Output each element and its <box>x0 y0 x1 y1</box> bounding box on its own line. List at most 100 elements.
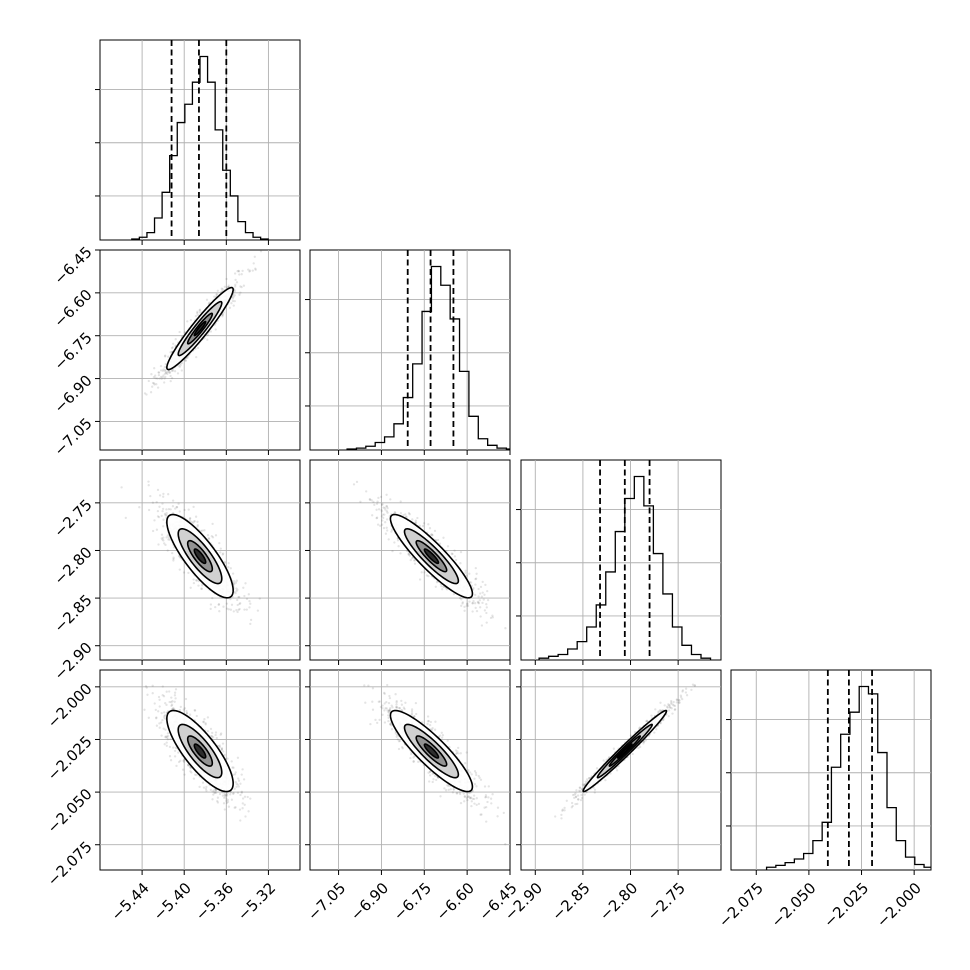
sample-point <box>227 805 231 808</box>
sample-point <box>237 269 240 273</box>
sample-point <box>173 694 177 697</box>
sample-point <box>239 285 242 288</box>
panel-0-0 <box>95 39 301 245</box>
sample-point <box>449 788 452 791</box>
sample-point <box>496 815 499 818</box>
sample-point <box>173 749 177 753</box>
sample-point <box>190 520 193 524</box>
sample-point <box>221 315 224 318</box>
sample-point <box>485 606 488 609</box>
sample-point <box>224 794 227 797</box>
sample-point <box>249 602 252 605</box>
sample-point <box>174 507 177 510</box>
sample-point <box>405 515 408 518</box>
sample-point <box>491 614 494 617</box>
sample-point <box>399 552 402 555</box>
sample-point <box>162 495 165 498</box>
sample-point <box>430 728 434 731</box>
sample-point <box>221 553 224 556</box>
sample-point <box>196 311 199 315</box>
sample-point <box>436 538 440 542</box>
sample-point <box>423 571 426 574</box>
sample-point <box>218 792 222 796</box>
sample-point <box>169 759 173 762</box>
sample-point <box>185 709 188 713</box>
sample-point <box>157 371 161 374</box>
sample-point <box>231 297 235 300</box>
sample-point <box>474 577 477 581</box>
sample-point <box>238 273 241 276</box>
sample-point <box>166 738 169 741</box>
sample-point <box>212 789 215 792</box>
sample-point <box>240 285 243 289</box>
sample-point <box>238 602 241 606</box>
sample-point <box>216 289 219 292</box>
sample-point <box>458 792 462 796</box>
sample-point <box>223 560 227 564</box>
sample-point <box>248 606 251 609</box>
sample-point <box>451 791 455 794</box>
sample-point <box>167 538 170 541</box>
sample-point <box>378 700 381 703</box>
sample-point <box>195 773 198 777</box>
sample-point <box>352 483 356 486</box>
sample-point <box>237 608 240 612</box>
sample-point <box>487 785 490 788</box>
sample-point <box>466 603 469 606</box>
sample-point <box>162 518 165 521</box>
sample-point <box>165 735 168 738</box>
sample-point <box>464 571 467 575</box>
sample-point <box>247 268 250 271</box>
sample-point <box>232 304 235 307</box>
sample-point <box>225 793 228 797</box>
sample-point <box>441 588 444 591</box>
sample-point <box>188 519 192 522</box>
sample-point <box>221 794 225 797</box>
sample-point <box>229 791 233 794</box>
sample-point <box>157 373 161 377</box>
sample-point <box>235 579 239 582</box>
sample-point <box>233 290 236 293</box>
sample-point <box>415 712 418 716</box>
sample-point <box>477 595 480 598</box>
sample-point <box>240 790 243 793</box>
sample-point <box>222 605 225 608</box>
sample-point <box>473 770 477 773</box>
sample-point <box>226 798 230 802</box>
sample-point <box>220 748 223 751</box>
sample-point <box>386 529 389 532</box>
sample-point <box>463 795 466 799</box>
sample-point <box>157 543 160 546</box>
sample-point <box>241 807 244 810</box>
sample-point <box>431 772 434 775</box>
sample-point <box>455 752 458 756</box>
sample-point <box>248 599 251 603</box>
sample-point <box>225 602 229 605</box>
sample-point <box>163 512 167 516</box>
sample-point <box>152 382 156 385</box>
sample-point <box>204 723 207 726</box>
sample-point <box>232 773 235 776</box>
sample-point <box>163 372 167 376</box>
sample-point <box>398 706 401 710</box>
sample-point <box>243 594 246 598</box>
sample-point <box>236 756 240 759</box>
sample-point <box>215 293 218 296</box>
sample-point <box>143 708 146 711</box>
panel-frame <box>309 459 511 661</box>
sample-point <box>382 516 385 520</box>
sample-point <box>196 525 199 528</box>
sample-point <box>259 250 263 253</box>
sample-point <box>487 796 490 799</box>
sample-point <box>193 773 197 776</box>
sample-point <box>215 292 218 296</box>
sample-point <box>147 716 150 719</box>
sample-point <box>467 795 470 798</box>
sample-point <box>236 783 239 786</box>
sample-point <box>484 796 487 799</box>
sample-point <box>414 521 418 525</box>
sample-point <box>213 791 216 794</box>
sample-point <box>163 377 166 380</box>
sample-point <box>242 778 246 781</box>
sample-point <box>241 768 244 771</box>
